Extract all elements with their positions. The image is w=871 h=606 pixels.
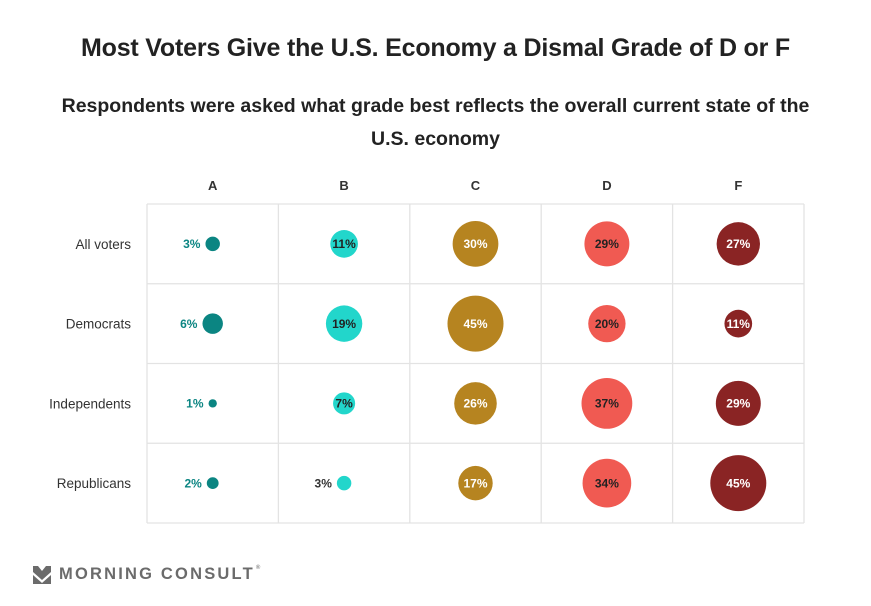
value-label: 37% (595, 397, 619, 411)
bubble-c (458, 465, 493, 501)
column-label-d: D (602, 178, 611, 193)
value-label: 19% (332, 317, 356, 331)
bubble-b (330, 230, 358, 258)
bubble-d (588, 304, 626, 343)
value-label: 29% (595, 237, 619, 251)
bubble-b (325, 305, 363, 342)
value-label: 1% (186, 397, 204, 411)
value-label: 6% (180, 317, 198, 331)
bubble-f (710, 455, 767, 512)
value-label: 30% (463, 237, 487, 251)
bubble-d (581, 377, 633, 429)
row-label-democrats: Democrats (66, 317, 132, 332)
column-label-f: F (734, 178, 742, 193)
bubble-f (724, 309, 753, 338)
registered-mark: ® (255, 565, 263, 571)
row-labels: All voters Democrats Independents Republica… (49, 237, 131, 491)
value-label: 27% (726, 237, 750, 251)
row-label-independents: Independents (49, 396, 131, 411)
morning-consult-chevron-icon (33, 565, 51, 584)
bubble-d (582, 458, 632, 508)
bubble-c (454, 382, 497, 425)
bubble-a (202, 313, 223, 334)
chart-title: Most Voters Give the U.S. Economy a Dism… (81, 34, 790, 62)
bubble-a (208, 399, 217, 408)
bubble-a (205, 236, 220, 252)
bubble-b (333, 392, 356, 415)
value-label: 3% (315, 476, 333, 490)
row-label-republicans: Republicans (57, 476, 132, 491)
value-label: 17% (463, 476, 487, 490)
column-label-c: C (471, 178, 481, 193)
bubble-c (452, 221, 499, 267)
bubbles: 3% 11% 30% 29% 27% 6% 19% 45% 20% 11% 1% 7% 26% 37% 29… (180, 221, 767, 512)
value-label: 7% (335, 397, 353, 411)
value-label: 29% (726, 397, 750, 411)
chart-subtitle: Respondents were asked what grade best r… (61, 95, 810, 150)
bubble-c (447, 295, 504, 352)
value-label: 45% (726, 476, 750, 490)
column-label-a: A (208, 178, 218, 193)
value-label: 26% (463, 397, 487, 411)
value-label: 3% (183, 237, 201, 251)
value-label: 34% (595, 476, 619, 490)
value-label: 45% (463, 317, 487, 331)
grid (146, 203, 805, 524)
bubble-f (716, 222, 760, 266)
bubble-d (584, 221, 630, 267)
morning-consult-logo: MORNING CONSULT® (33, 565, 262, 584)
value-label: 11% (727, 317, 751, 331)
logo-wordmark: MORNING CONSULT® (59, 565, 262, 584)
bubble-a (206, 477, 219, 490)
bubble-f (715, 380, 761, 426)
value-label: 20% (595, 317, 619, 331)
column-label-b: B (339, 178, 348, 193)
bubble-b (336, 475, 352, 491)
row-label-all-voters: All voters (75, 237, 131, 252)
value-label: 2% (184, 476, 202, 490)
logo-text: MORNING CONSULT (59, 565, 255, 583)
value-label: 11% (332, 237, 356, 251)
